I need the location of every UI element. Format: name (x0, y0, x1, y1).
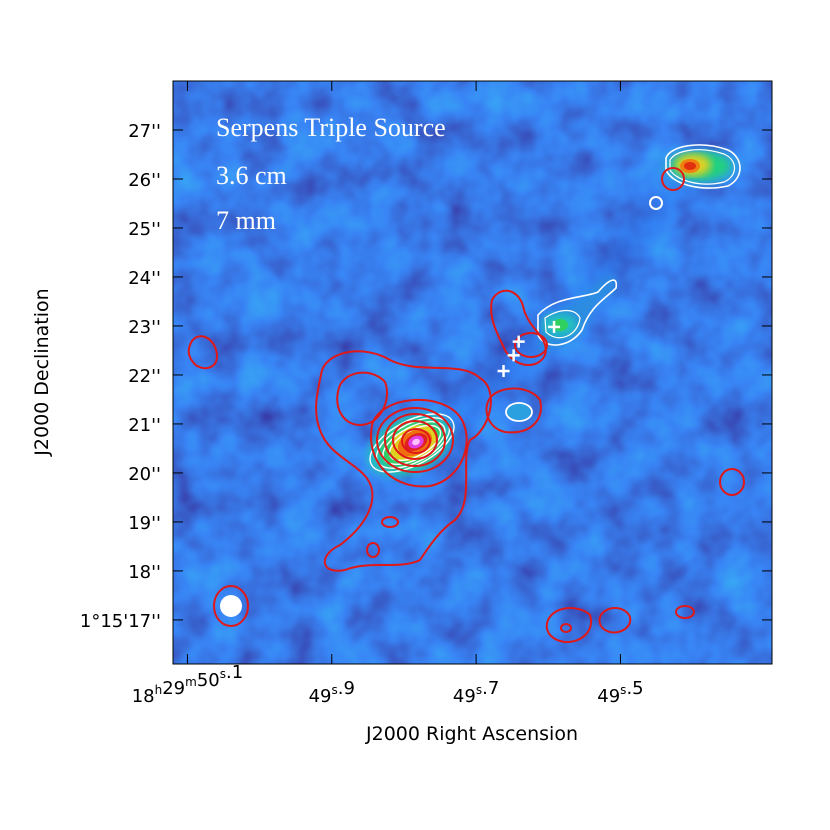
legend-7mm: 7 mm (216, 206, 276, 235)
x-tick-label: 49s.7 (453, 678, 499, 707)
legend-title: Serpens Triple Source (216, 113, 446, 142)
source-northwest (649, 144, 741, 210)
x-tick-label: 49s.5 (597, 678, 643, 707)
y-tick-label: 21'' (128, 415, 161, 436)
y-tick-label: 24'' (128, 268, 161, 289)
position-marker (548, 320, 561, 333)
y-axis-title: J2000 Declination (31, 288, 53, 456)
position-marker (507, 349, 520, 362)
contours-7mm (187, 167, 745, 644)
intensity-map (173, 81, 772, 664)
x-tick-label: 49s.9 (309, 678, 355, 707)
y-axis: 27'' 26'' 25'' 24'' 23'' 22'' 21'' 20'' 19'' 18''… (80, 121, 772, 632)
y-tick-label: 27'' (128, 121, 161, 142)
source-jet-knot (505, 276, 618, 422)
legend-3p6cm: 3.6 cm (216, 161, 287, 190)
y-tick-label: 22'' (128, 366, 161, 387)
position-markers (497, 320, 561, 378)
y-tick-label: 20'' (128, 464, 161, 485)
y-tick-label: 1°15'17'' (80, 611, 161, 632)
legend: Serpens Triple Source 3.6 cm 7 mm (216, 113, 446, 235)
x-tick-label: 18h29m50s.1 (132, 662, 243, 707)
y-tick-label: 18'' (128, 562, 161, 583)
y-tick-label: 23'' (128, 317, 161, 338)
plot-frame (172, 80, 773, 665)
x-axis: 18h29m50s.1 49s.9 49s.7 49s.5 (132, 81, 644, 707)
y-tick-label: 25'' (128, 219, 161, 240)
beam-marker (220, 595, 242, 617)
position-marker (512, 335, 525, 348)
position-marker (497, 365, 510, 378)
y-tick-label: 19'' (128, 513, 161, 534)
y-tick-label: 26'' (128, 170, 161, 191)
x-axis-title: J2000 Right Ascension (365, 723, 578, 745)
